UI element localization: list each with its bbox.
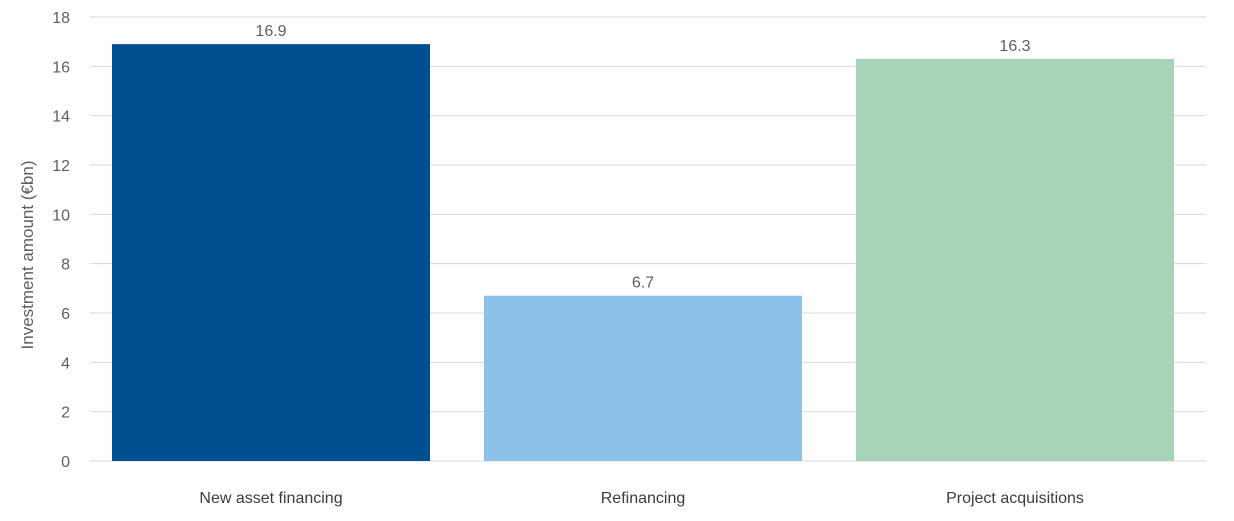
y-tick-label: 2 [61,405,70,422]
y-tick-label: 16 [52,59,70,76]
bar [856,58,1174,461]
y-axis-title: Investment amount (€bn) [18,161,37,350]
y-tick-label: 8 [61,257,70,274]
x-axis-categories: New asset financing Refinancing Project ac… [199,490,1084,507]
x-category-label: Project acquisitions [946,490,1084,507]
y-axis-ticks: 0 2 4 6 8 10 12 14 16 18 [52,10,70,471]
bar [484,295,802,461]
y-tick-label: 10 [52,207,70,224]
y-tick-label: 14 [52,109,70,126]
y-tick-label: 6 [61,306,70,323]
y-tick-label: 12 [52,158,70,175]
data-label: 16.9 [255,23,286,40]
y-tick-label: 18 [52,10,70,27]
y-tick-label: 4 [61,355,70,372]
y-tick-label: 0 [61,454,70,471]
data-label: 6.7 [632,275,654,292]
data-labels: 16.9 6.7 16.3 [255,23,1030,292]
x-category-label: New asset financing [199,490,342,507]
data-label: 16.3 [999,38,1030,55]
bar [112,44,430,462]
bars [112,44,1174,462]
x-category-label: Refinancing [601,490,686,507]
